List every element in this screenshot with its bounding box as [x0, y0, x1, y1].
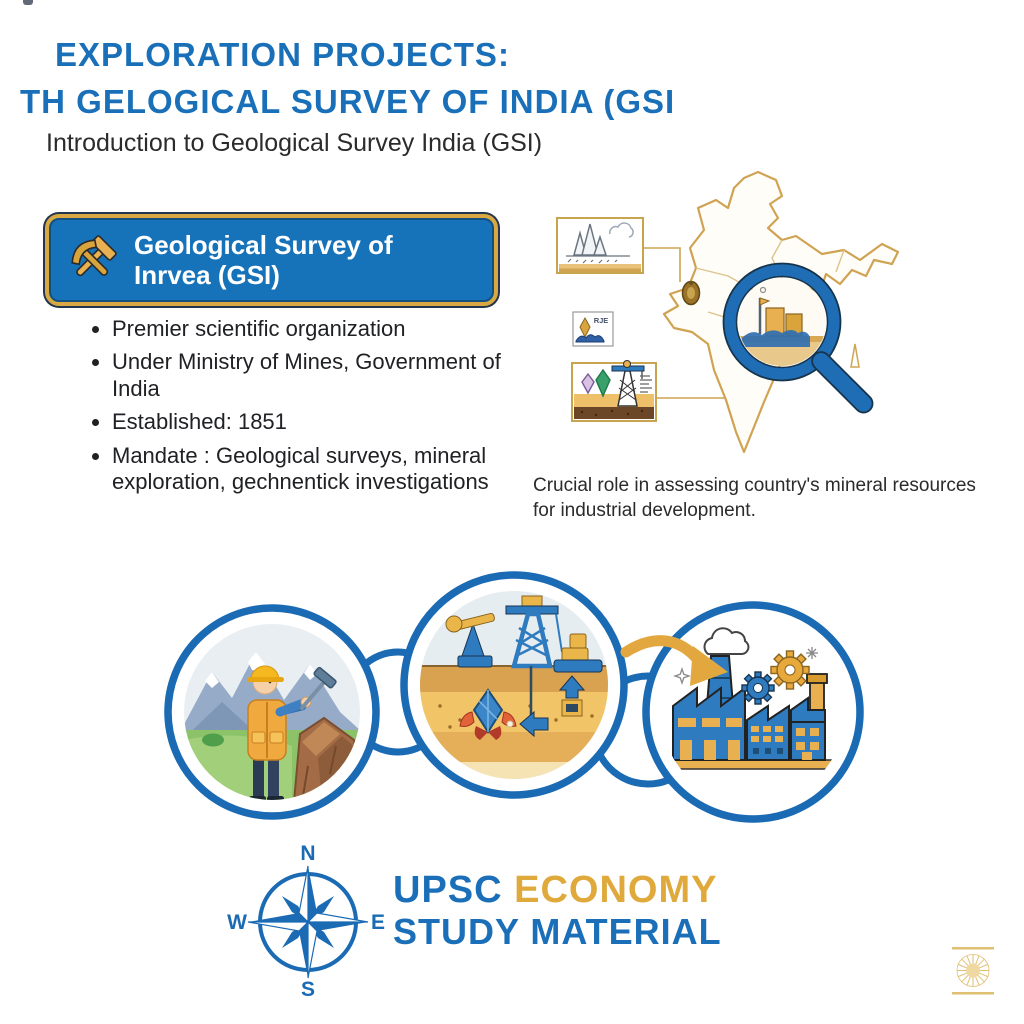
- process-flow-graphic: [164, 571, 864, 823]
- gsi-badge-heading-line2: Inrvea (GSI): [134, 260, 280, 290]
- list-item: Under Ministry of Mines, Government of I…: [112, 349, 517, 402]
- smoke-cloud-icon: [703, 627, 750, 655]
- factory-circle: [642, 601, 864, 823]
- flow-arrow-icon: [620, 635, 728, 686]
- geologist-figure: [247, 665, 337, 800]
- card-connector-line: [643, 247, 681, 282]
- gsi-badge-heading: Geological Survey of Inrvea (GSI): [134, 230, 393, 290]
- page-subtitle: Introduction to Geological Survey India …: [46, 129, 543, 157]
- map-badge-emblem: [681, 280, 701, 306]
- factory-building-middle: [746, 704, 790, 761]
- gsi-heading-badge: Geological Survey of Inrvea (GSI): [45, 214, 498, 306]
- blue-mound-icon: [575, 334, 605, 343]
- map-caption-line2: for industrial development.: [533, 500, 756, 522]
- pumpjack-icon: [445, 612, 495, 668]
- magnifying-glass-icon: [722, 262, 874, 414]
- compass-west-label: W: [227, 911, 247, 934]
- factory-platform: [669, 759, 839, 770]
- green-gem-icon: [595, 368, 611, 398]
- mineral-sketch-card: [556, 217, 644, 274]
- india-map-graphic: RJE: [556, 170, 900, 454]
- list-item: Established: 1851: [112, 409, 517, 435]
- gear-icon: [770, 650, 810, 690]
- mini-card-label: RJE: [594, 316, 609, 325]
- brand-subtitle: STUDY MATERIAL: [393, 911, 722, 952]
- derrick-tower-icon: [505, 595, 563, 718]
- list-item: Mandate : Geological surveys, mineral ex…: [112, 443, 517, 496]
- crossed-hammers-icon: [71, 235, 117, 277]
- map-caption: Crucial role in assessing country's mine…: [533, 473, 976, 523]
- corner-artifact: [23, 0, 33, 5]
- drill-rig-card: [571, 360, 657, 422]
- sparkle-icon: [673, 667, 691, 685]
- map-obelisk-marker: [850, 343, 860, 368]
- cloud-sketch-icon: [609, 222, 634, 238]
- sun-emblem-icon: [952, 947, 994, 995]
- sparkle-icon: [806, 647, 818, 659]
- gsi-badge-heading-line1: Geological Survey of: [134, 229, 393, 260]
- geologist-circle: [164, 604, 380, 820]
- drill-machine-icon: [553, 633, 603, 673]
- derrick-icon: [611, 360, 645, 407]
- lens-mining-scene: [738, 286, 826, 366]
- gsi-facts-list: Premier scientific organization Under Mi…: [88, 316, 517, 502]
- crystal-sketch-icon: [573, 223, 608, 256]
- compass-north-label: N: [300, 842, 315, 865]
- list-item: Premier scientific organization: [112, 316, 517, 342]
- left-arrow-icon: [519, 710, 549, 738]
- up-arrow-marker-icon: [558, 675, 586, 717]
- gear-icon: [741, 671, 775, 705]
- factory-building-right: [790, 696, 826, 761]
- purple-gem-icon: [581, 372, 595, 395]
- brand-word-upsc: UPSC: [393, 869, 503, 911]
- underground-crystal-icon: [459, 688, 517, 740]
- brand-word-economy: ECONOMY: [514, 869, 718, 911]
- magnifier-handle: [811, 351, 874, 414]
- rock-hammer-icon: [300, 679, 327, 710]
- map-caption-line1: Crucial role in assessing country's mine…: [533, 475, 976, 496]
- compass-rose-icon: N S W E: [227, 842, 385, 1001]
- page-title-line2: TH GELOGICAL SURVEY OF INDIA (GSI: [20, 83, 676, 120]
- museum-badge-card: RJE: [572, 311, 614, 347]
- page-title-line1: EXPLORATION PROJECTS:: [55, 36, 510, 73]
- brand-title: UPSC ECONOMY: [393, 869, 718, 912]
- compass-south-label: S: [301, 978, 315, 1001]
- drilling-circle: [400, 571, 628, 799]
- compass-east-label: E: [371, 911, 385, 934]
